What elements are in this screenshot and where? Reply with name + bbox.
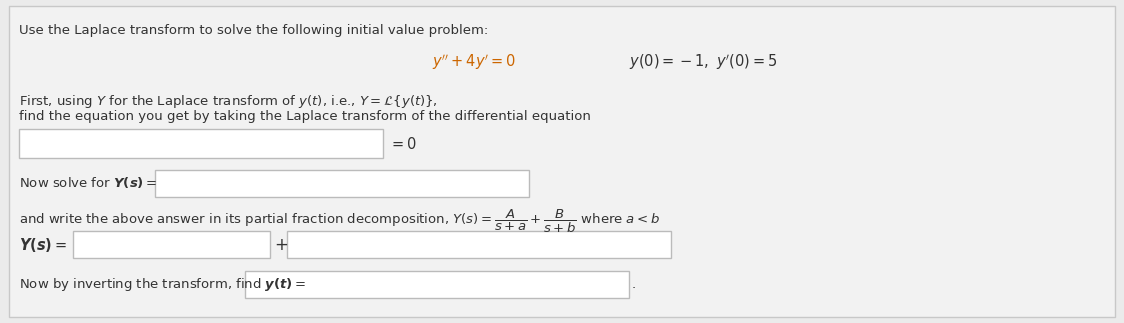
FancyBboxPatch shape: [9, 6, 1115, 317]
Text: $y'' + 4y' = 0$: $y'' + 4y' = 0$: [432, 52, 516, 72]
Text: $= 0$: $= 0$: [389, 136, 417, 152]
Text: and write the above answer in its partial fraction decomposition, $Y(s) = \dfrac: and write the above answer in its partia…: [19, 208, 660, 235]
Text: $y(0) = -1,\ y'(0) = 5$: $y(0) = -1,\ y'(0) = 5$: [629, 52, 778, 72]
Text: .: .: [632, 278, 636, 291]
Text: +: +: [274, 235, 289, 254]
Text: Now solve for $\boldsymbol{Y(s)} = $: Now solve for $\boldsymbol{Y(s)} = $: [19, 175, 157, 190]
FancyBboxPatch shape: [288, 231, 671, 258]
Text: Now by inverting the transform, find $\boldsymbol{y(t)} = $: Now by inverting the transform, find $\b…: [19, 276, 306, 293]
Text: $\boldsymbol{Y(s)} = $: $\boldsymbol{Y(s)} = $: [19, 235, 67, 254]
FancyBboxPatch shape: [245, 271, 629, 298]
FancyBboxPatch shape: [19, 129, 383, 158]
Text: find the equation you get by taking the Laplace transform of the differential eq: find the equation you get by taking the …: [19, 110, 591, 123]
FancyBboxPatch shape: [73, 231, 270, 258]
Text: First, using $Y$ for the Laplace transform of $y(t)$, i.e., $Y = \mathcal{L}\{y(: First, using $Y$ for the Laplace transfo…: [19, 93, 437, 110]
FancyBboxPatch shape: [155, 170, 528, 196]
Text: Use the Laplace transform to solve the following initial value problem:: Use the Laplace transform to solve the f…: [19, 24, 488, 37]
